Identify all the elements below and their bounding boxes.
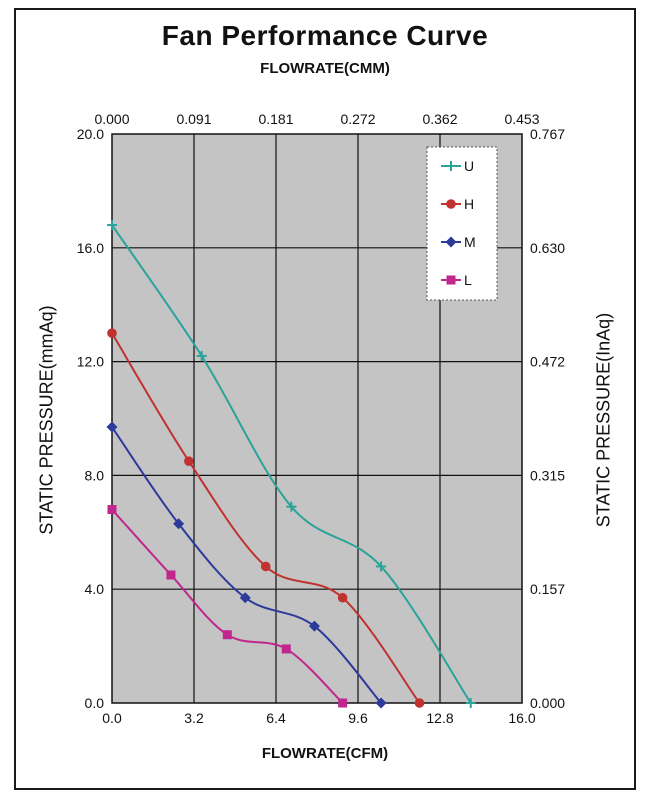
y-right-tick-label: 0.472 xyxy=(530,354,565,370)
data-point-U xyxy=(196,350,207,361)
legend-marker-M xyxy=(445,236,457,248)
y-tick-label: 8.0 xyxy=(85,467,105,483)
y-tick-label: 16.0 xyxy=(77,240,104,256)
x-top-tick-label: 0.091 xyxy=(176,111,211,127)
legend-label-L: L xyxy=(464,272,472,288)
x-tick-label: 9.6 xyxy=(348,710,368,726)
data-point-L xyxy=(281,644,291,654)
data-point-U xyxy=(465,698,476,708)
data-point-U xyxy=(376,561,387,572)
y-right-tick-label: 0.315 xyxy=(530,467,565,483)
x-top-tick-label: 0.362 xyxy=(422,111,457,127)
x-tick-label: 0.0 xyxy=(102,710,122,726)
y-tick-label: 12.0 xyxy=(77,354,104,370)
chart-title: Fan Performance Curve xyxy=(161,20,489,51)
y-right-tick-label: 0.630 xyxy=(530,240,565,256)
x-top-tick-label: 0.272 xyxy=(340,111,375,127)
data-point-H xyxy=(414,698,425,708)
y-tick-label: 0.0 xyxy=(85,695,105,711)
data-point-M xyxy=(308,620,320,632)
y-right-tick-label: 0.767 xyxy=(530,126,565,142)
y-tick-label: 4.0 xyxy=(85,581,105,597)
y-tick-label: 20.0 xyxy=(77,126,104,142)
data-point-H xyxy=(107,328,117,338)
data-point-U xyxy=(286,501,297,512)
data-point-L xyxy=(166,570,176,580)
legend: U H M L xyxy=(426,146,498,301)
x-tick-label: 6.4 xyxy=(266,710,286,726)
data-point-H xyxy=(260,561,271,572)
legend-box xyxy=(426,146,498,301)
legend-marker-U xyxy=(446,161,456,171)
legend-marker-L xyxy=(446,275,456,285)
data-point-U xyxy=(107,220,117,231)
data-point-H xyxy=(337,592,348,603)
y-right-tick-label: 0.000 xyxy=(530,695,565,711)
x-axis-top-label: FLOWRATE(CMM) xyxy=(260,60,390,77)
x-top-tick-label: 0.181 xyxy=(258,111,293,127)
legend-label-H: H xyxy=(464,196,474,212)
legend-label-M: M xyxy=(464,234,476,250)
y-right-tick-label: 0.157 xyxy=(530,581,565,597)
x-tick-label: 16.0 xyxy=(508,710,535,726)
x-top-tick-label: 0.453 xyxy=(504,111,539,127)
data-point-H xyxy=(184,456,194,466)
legend-label-U: U xyxy=(464,158,474,174)
data-point-M xyxy=(173,518,185,530)
data-point-M xyxy=(239,592,251,604)
data-point-L xyxy=(222,630,232,640)
tick-labels: 0.0 3.2 6.4 9.6 12.8 16.00.000 0.091 0.181 0.272… xyxy=(77,111,565,726)
x-tick-label: 12.8 xyxy=(426,710,453,726)
data-point-L xyxy=(338,698,348,708)
data-point-M xyxy=(106,421,118,433)
data-point-L xyxy=(107,505,117,515)
data-point-M xyxy=(375,697,387,709)
legend-marker-H xyxy=(446,199,456,209)
series-group xyxy=(106,220,476,709)
x-axis-label: FLOWRATE(CFM) xyxy=(261,745,389,762)
x-tick-label: 3.2 xyxy=(184,710,204,726)
x-top-tick-label: 0.000 xyxy=(94,111,129,127)
